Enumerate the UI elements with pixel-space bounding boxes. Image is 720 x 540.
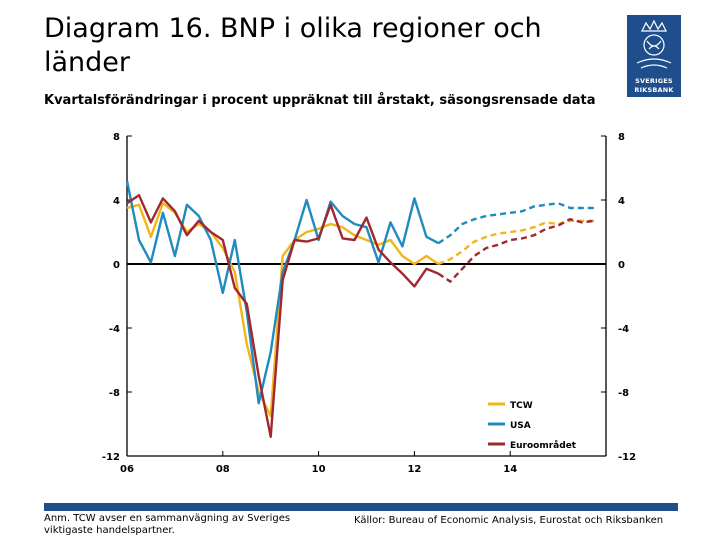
y-tick-label-left: -8: [109, 388, 120, 399]
footer-note: Anm. TCW avser en sammanvägning av Sveri…: [44, 513, 291, 536]
x-tick-label: 08: [216, 464, 230, 475]
y-tick-label-right: -12: [618, 452, 636, 463]
x-tick-label: 12: [407, 464, 421, 475]
chart-subtitle: Kvartalsförändringar i procent uppräknat…: [44, 93, 596, 108]
legend-label-tcw: TCW: [510, 401, 533, 411]
y-tick-label-left: 8: [113, 132, 120, 143]
y-tick-label-left: 0: [113, 260, 120, 271]
riksbank-logo: SVERIGES RIKSBANK: [627, 15, 681, 97]
series-forecast-euroomr-det: [437, 217, 595, 283]
series-forecast-tcw: [437, 219, 594, 266]
logo-text-line1: SVERIGES: [635, 77, 673, 85]
y-tick-label-right: 8: [618, 132, 625, 143]
legend-label-euroomr-det: Euroområdet: [510, 440, 577, 451]
footer-sources: Källor: Bureau of Economic Analysis, Eur…: [354, 515, 664, 526]
legend-label-usa: USA: [510, 421, 531, 431]
chart-legend: TCW USA Euroområdet: [488, 401, 577, 451]
y-tick-label-right: 0: [618, 260, 625, 271]
crown-emblem-icon: [636, 19, 672, 69]
x-tick-label: 10: [312, 464, 326, 475]
y-tick-label-left: -12: [102, 452, 120, 463]
y-tick-label-right: -4: [618, 324, 629, 335]
y-tick-label-right: 4: [618, 196, 625, 207]
y-tick-label-left: -4: [109, 324, 120, 335]
chart-title: Diagram 16. BNP i olika regioner och län…: [44, 13, 542, 78]
x-tick-label: 06: [120, 464, 134, 475]
series-line-tcw: [126, 201, 440, 418]
x-tick-label: 14: [503, 464, 517, 475]
logo-text-line2: RIKSBANK: [634, 86, 674, 94]
series-line-usa: [125, 180, 439, 405]
series-forecast-usa: [437, 201, 594, 245]
series-line-euroomr-det: [126, 193, 439, 438]
y-tick-label-left: 4: [113, 196, 120, 207]
chart-series: [125, 180, 595, 438]
y-tick-label-right: -8: [618, 388, 629, 399]
footer-divider: [44, 503, 678, 511]
